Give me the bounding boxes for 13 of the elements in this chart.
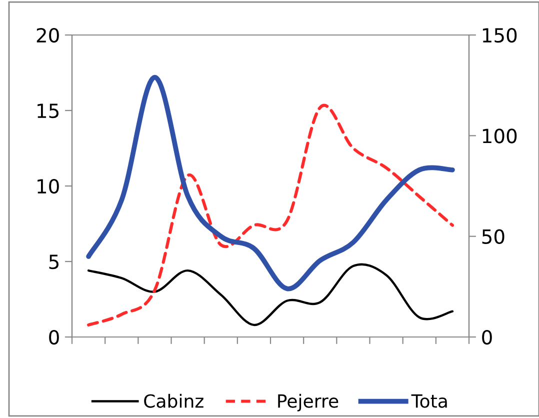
y2-tick-label: 50 bbox=[482, 229, 504, 244]
y2-tick-label: 100 bbox=[482, 128, 517, 144]
line-series bbox=[86, 74, 455, 292]
y-tick-label: 5 bbox=[49, 254, 58, 270]
legend-label: Cabinz bbox=[144, 394, 204, 408]
y-tick-label: 0 bbox=[49, 330, 59, 345]
y-tick-label: 10 bbox=[38, 178, 59, 194]
y-tick-label: 15 bbox=[38, 104, 58, 118]
legend-label: Tota bbox=[411, 394, 447, 408]
y-tick-label: 20 bbox=[36, 28, 59, 43]
legend-label: Pejerre bbox=[278, 394, 338, 412]
y2-tick-label: 0 bbox=[482, 330, 492, 345]
y2-tick-label: 150 bbox=[482, 28, 517, 43]
